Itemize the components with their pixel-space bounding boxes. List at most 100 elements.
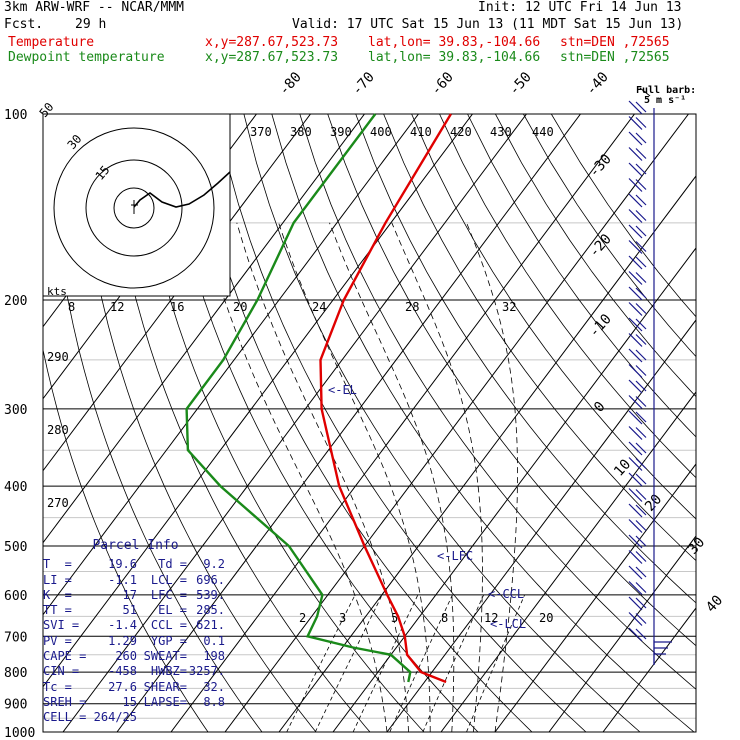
parcel-info-row: CELL = 264/25 [43,710,228,725]
parcel-info-cell: CIN = [43,664,80,679]
parcel-info-row: CAPE = 260 SWEAT= 198 [43,649,228,664]
parcel-info-cell: 3257. [188,664,225,679]
isotherm-label: -20 [586,231,615,261]
parcel-info-cell: EL = [158,603,187,618]
dewpoint-xy: x,y=287.67,523.73 [205,50,339,65]
isobar-label-600: 600 [4,589,27,604]
parcel-info-cell: 260 [115,649,137,664]
moist-adiabat [236,222,409,732]
dewpoint-legend: Dewpoint temperature [8,50,165,65]
wind-barb [628,286,647,301]
parcel-info-cell: 539. [196,587,225,602]
dry-adiabat [411,114,696,732]
parcel-info-cell: 51 [122,603,137,618]
parcel-info-cell: 696. [196,572,225,587]
mixing-ratio-line [286,594,356,732]
parcel-info-cell: SHEAR= [143,679,187,694]
parcel-info-cell: PV = [43,633,72,648]
parcel-info-row: Tc = 27.6 SHEAR= 32. [43,680,228,695]
dry-adiabat [355,114,696,732]
parcel-info-cell: SWEAT= [143,649,187,664]
isobar-label-800: 800 [4,666,27,681]
isotherm [224,114,689,732]
dry-adiabat [243,114,641,732]
wind-barb [628,162,647,177]
wind-barb [628,302,647,316]
dry-adiabat [159,114,479,732]
wind-barb [628,457,647,471]
moist-adiabat [329,222,455,732]
speed-tick-label: 20 [233,300,247,314]
isotherm-label: 0 [591,399,609,416]
mixing-ratio-line [466,594,525,732]
wind-barb [628,441,647,456]
wind-barb [628,395,647,409]
isotherm-label: -80 [276,69,305,99]
wind-barb [628,488,647,502]
dry-adiabat [523,114,696,732]
theta-e-label: 280 [47,423,69,437]
dry-adiabat [383,114,696,732]
wind-barb [628,209,647,223]
theta-e-label: 290 [47,350,69,364]
moist-adiabat [391,222,483,732]
parcel-info-cell: Tc = [43,679,72,694]
moist-adiabat [201,222,388,732]
isotherm-label: -10 [586,311,615,341]
moist-adiabat [466,222,518,732]
dry-adiabat [215,114,587,732]
dry-adiabat [103,114,371,732]
parcel-info-row: SVI = -1.4 CCL = 621. [43,618,228,633]
isobar-label-1000: 1000 [4,726,35,740]
wind-barb [628,224,647,239]
parcel-info-cell: 621. [196,618,225,633]
mixing-ratio-line [389,594,453,732]
dry-adiabat [43,114,209,732]
dewpoint-station: stn=DEN ,72565 [560,50,670,65]
wind-barb [628,333,647,347]
isotherm-label: -70 [349,69,378,99]
dry-adiabat [187,114,533,732]
wind-barb [628,565,647,580]
isobar-label-300: 300 [4,403,27,418]
wind-barb [628,116,647,130]
wind-barb [628,612,647,626]
isotherm-label: -60 [428,69,457,99]
wind-barb [628,581,647,595]
wind-barb [628,379,647,394]
hodograph-ring [53,127,215,289]
dry-adiabat [439,114,696,732]
theta-label: 380 [290,125,312,139]
wind-barb [628,627,647,642]
parcel-info-row: CIN = -458 HWBZ= 3257. [43,664,228,679]
mixing-ratio-label: 8 [441,611,448,625]
speed-tick-label: 8 [68,300,75,314]
wind-barb [628,426,647,440]
mixing-ratio-label: 5 [391,611,398,625]
valid-time: Valid: 17 UTC Sat 15 Jun 13 (11 MDT Sat … [292,17,684,32]
temperature-latlon: lat,lon= 39.83,-104.66 [368,35,541,50]
forecast-label: Fcst. [4,17,44,32]
wind-barb [628,472,647,487]
mixing-ratio-label: 12 [484,611,498,625]
wind-barb [628,348,647,363]
isotherm [62,114,527,732]
parcel-info-cell: 1.29 [108,633,137,648]
parcel-info-cell: -458 [108,664,137,679]
forecast-hour: 29 h [75,17,107,32]
wind-barb [628,596,647,611]
dry-adiabat [299,114,696,732]
temperature-profile [319,113,452,684]
parcel-info-cell: 8.8 [203,694,225,709]
parcel-info-cell: HWBZ= [150,664,187,679]
parcel-info-cell: 285. [196,603,225,618]
isotherm [116,114,581,732]
lfc-annotation: <-LFC [437,549,473,563]
speed-tick-label: 16 [170,300,184,314]
parcel-info-cell: SVI = [43,618,80,633]
el-annotation: <-EL [328,383,357,397]
speed-tick-label: 12 [110,300,124,314]
isotherm [278,114,696,732]
isobar-label-700: 700 [4,630,27,645]
mixing-ratio-line [352,594,419,732]
